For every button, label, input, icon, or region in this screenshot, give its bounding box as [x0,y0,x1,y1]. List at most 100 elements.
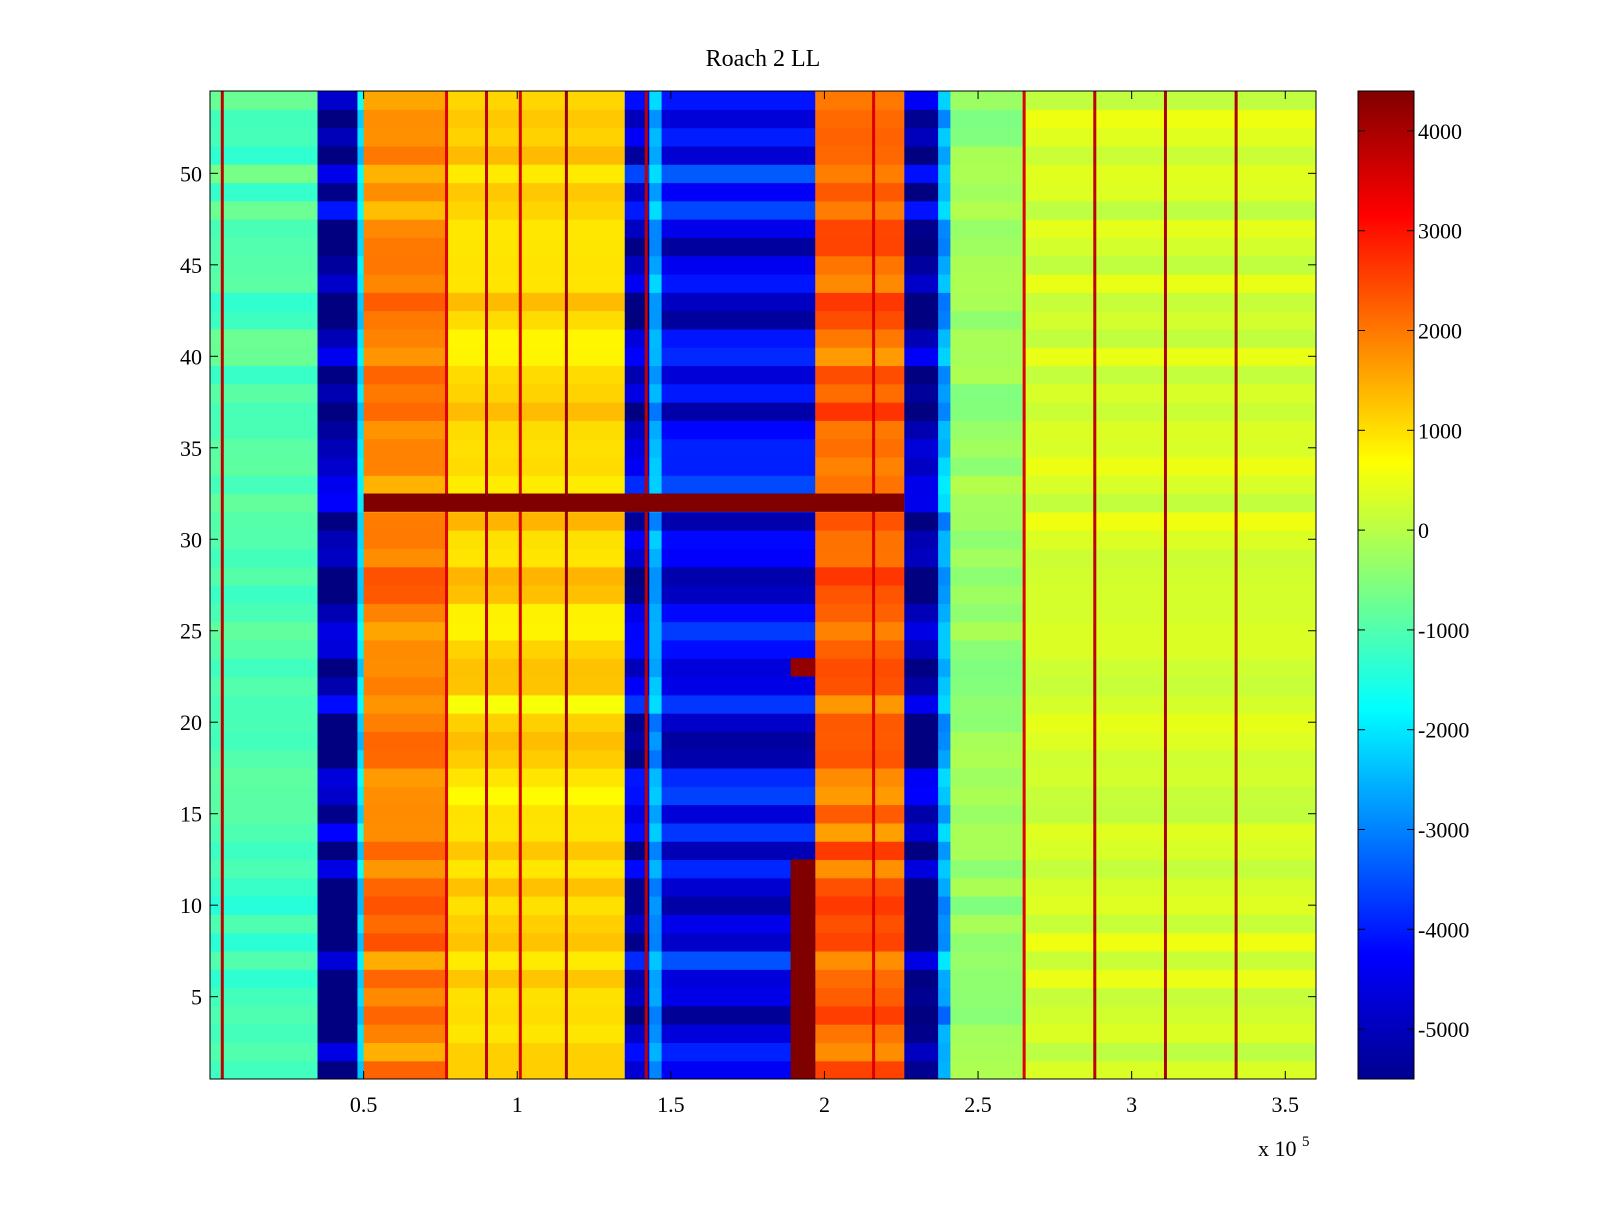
heatmap-cell [938,200,952,220]
heatmap-cell [950,219,1025,238]
heatmap-cell [649,420,663,440]
heatmap-cell [904,585,939,604]
heatmap-cell [317,1024,359,1044]
heatmap-cell [1024,566,1316,586]
heatmap-cell [357,859,365,879]
heatmap-cell [624,237,650,257]
heatmap-cell [661,969,816,989]
colorbar-tick-label: 1000 [1418,418,1462,443]
heatmap-cell [649,475,663,495]
heatmap-cell [363,438,448,458]
heatmap-cell [1024,237,1316,257]
heatmap-cell [815,639,905,659]
heatmap-cell [317,182,359,202]
heatmap-cell [363,1005,448,1025]
heatmap-cell [938,841,952,861]
heatmap-line [445,91,449,1079]
heatmap-cell [1024,822,1316,842]
heatmap-cell [649,273,663,293]
heatmap-cell [210,438,319,458]
heatmap-cell [950,237,1025,257]
heatmap-cell [649,127,663,147]
heatmap-cell [661,749,816,769]
heatmap-cell [950,932,1025,952]
heatmap-cell [446,950,626,970]
heatmap-cell [950,896,1025,915]
heatmap-cell [624,310,650,330]
heatmap-cell [357,1024,365,1044]
heatmap-cell [950,566,1025,586]
heatmap-cell [210,1005,319,1025]
heatmap-cell [815,438,905,458]
heatmap-cell [446,273,626,293]
heatmap-cell [661,950,816,970]
heatmap-cell [649,767,663,787]
heatmap-cell [661,767,816,787]
heatmap-cell [624,987,650,1007]
heatmap-cell [210,1042,319,1062]
heatmap-cell [815,804,905,824]
heatmap-cell [938,877,952,897]
heatmap-cell [661,914,816,934]
heatmap-cell [649,987,663,1007]
heatmap-cell [357,987,365,1007]
heatmap-cell [1024,145,1316,165]
heatmap-cell [661,786,816,806]
heatmap-cell [1024,914,1316,934]
heatmap-cell [357,841,365,861]
heatmap-cell [446,786,626,806]
heatmap-cell [950,255,1025,275]
heatmap-cell [446,1042,626,1062]
heatmap-cell [446,456,626,476]
heatmap-cell [661,639,816,659]
heatmap-cell [317,127,359,147]
colorbar-tick-label: -2000 [1418,718,1469,743]
heatmap-cell [904,365,939,385]
heatmap-cell [661,658,816,678]
heatmap-cell [904,127,939,147]
heatmap-cell [363,658,448,678]
heatmap-cell [357,237,365,257]
heatmap-cell [317,1005,359,1025]
heatmap-cell [624,273,650,293]
heatmap-cell [938,1042,952,1062]
heatmap-cell [210,511,319,531]
heatmap-cell [938,585,952,604]
heatmap-cell [904,1042,939,1062]
heatmap-cell [446,896,626,915]
heatmap-cell [357,1060,365,1079]
heatmap-cell [446,914,626,934]
heatmap-cell [624,767,650,787]
heatmap-cell [649,950,663,970]
heatmap-cell [624,731,650,751]
heatmap-cell [357,255,365,275]
heatmap-cell [446,603,626,623]
heatmap-cell [649,932,663,952]
heatmap-cell [357,658,365,678]
heatmap-cell [815,109,905,129]
heatmap-cell [624,328,650,348]
heatmap-cell [938,713,952,732]
heatmap-cell [904,548,939,568]
heatmap-cell [317,420,359,440]
heatmap-cell [210,456,319,476]
heatmap-cell [1024,767,1316,787]
heatmap-cell [815,310,905,330]
heatmap-cell [938,767,952,787]
heatmap-cell [950,1042,1025,1062]
heatmap-cell [1024,621,1316,641]
heatmap-cell [938,822,952,842]
heatmap-cell [815,585,905,604]
heatmap-cell [357,896,365,915]
heatmap-cell [210,621,319,641]
heatmap-cell [904,859,939,879]
colorbar-tick-label: 3000 [1418,219,1462,244]
heatmap-line [220,91,224,1079]
heatmap-cell [624,365,650,385]
heatmap-cell [815,896,905,915]
heatmap-cell [649,511,663,531]
heatmap-cell [950,713,1025,732]
heatmap-cell [363,731,448,751]
heatmap-cell [661,273,816,293]
heatmap-cell [624,1024,650,1044]
